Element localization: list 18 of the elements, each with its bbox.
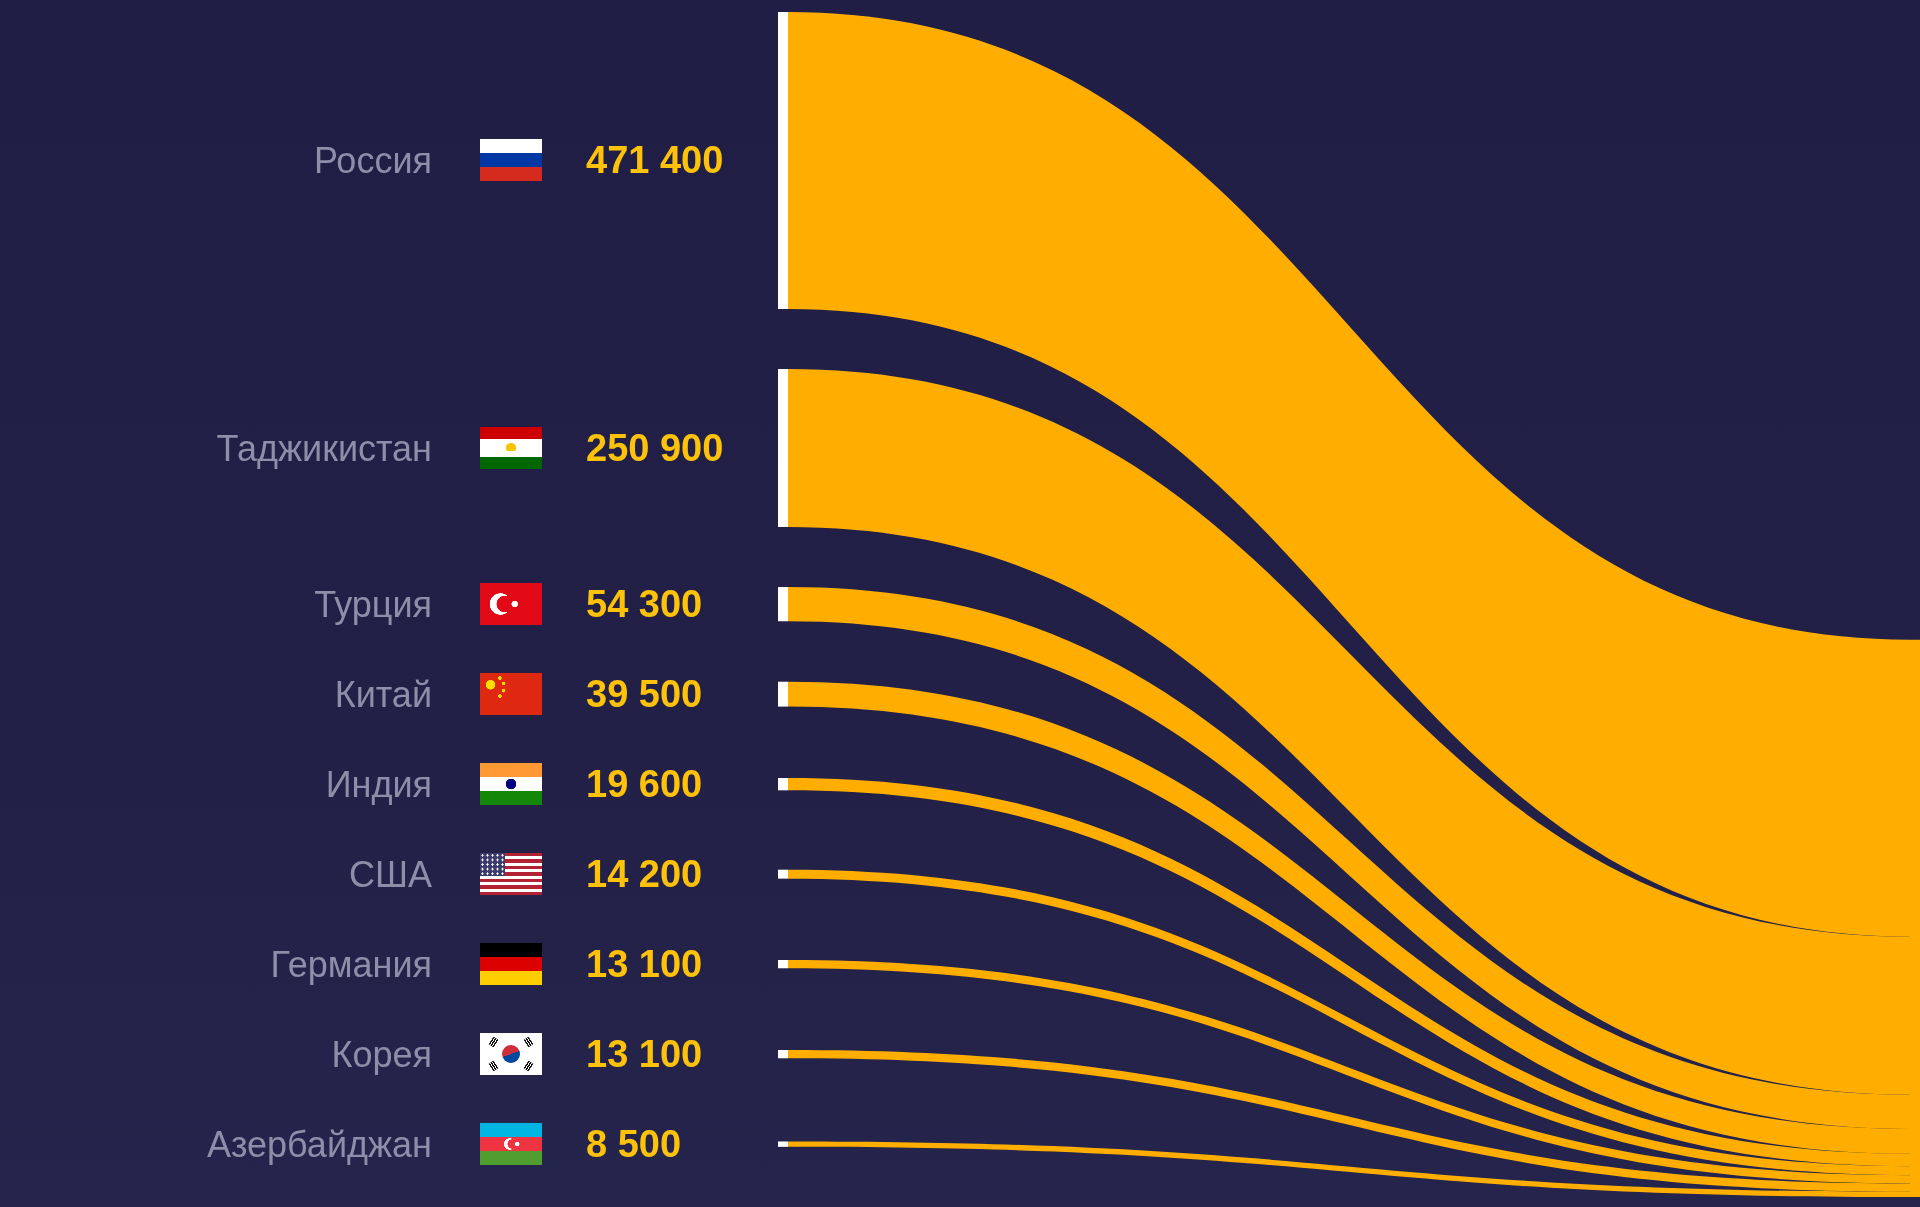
category-label: Турция [314,583,432,625]
data-label: 19 600 [586,763,703,806]
category-label: Россия [313,139,432,181]
category-label: Индия [325,763,432,805]
data-label: 250 900 [586,427,724,470]
data-label: 13 100 [586,943,703,986]
data-label: 471 400 [586,139,724,182]
data-label: 54 300 [586,583,703,626]
category-label: Корея [331,1033,432,1075]
data-label: 14 200 [586,853,703,896]
category-label: США [348,853,432,895]
data-label: 13 100 [586,1033,703,1076]
data-label: 8 500 [586,1123,682,1166]
data-label: 39 500 [586,673,703,716]
category-label: Германия [270,943,432,985]
category-label: Таджикистан [216,427,432,469]
category-label: Китай [334,673,432,715]
category-label: Азербайджан [206,1123,432,1165]
